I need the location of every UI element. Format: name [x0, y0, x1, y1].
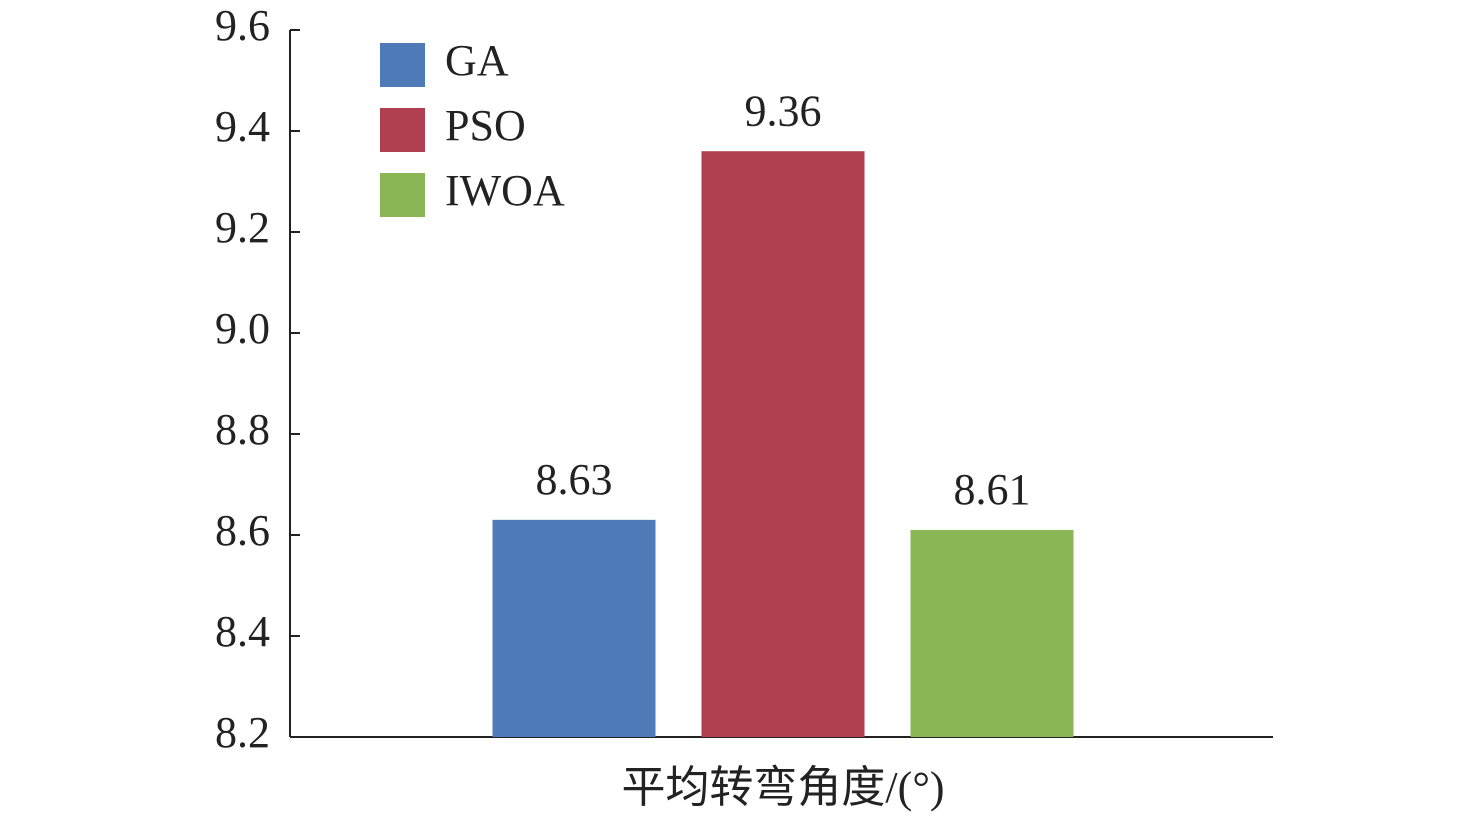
- x-axis-label: 平均转弯角度/(°): [621, 763, 944, 812]
- legend-label: PSO: [445, 101, 526, 150]
- legend-label: IWOA: [445, 166, 565, 215]
- legend-swatch: [380, 108, 425, 152]
- legend-label: GA: [445, 36, 509, 85]
- y-tick-label: 8.6: [215, 506, 270, 555]
- y-tick-label: 8.4: [215, 607, 270, 656]
- legend-swatch: [380, 173, 425, 217]
- bar: [910, 529, 1074, 737]
- value-label: 8.63: [536, 455, 613, 504]
- bar: [701, 151, 865, 737]
- legend-swatch: [380, 43, 425, 87]
- y-tick-label: 9.6: [215, 1, 270, 50]
- y-tick-label: 9.4: [215, 102, 270, 151]
- y-tick-label: 8.8: [215, 405, 270, 454]
- bar: [492, 519, 656, 737]
- value-label: 8.61: [954, 465, 1031, 514]
- y-tick-label: 9.2: [215, 203, 270, 252]
- y-tick-label: 8.2: [215, 708, 270, 757]
- value-label: 9.36: [745, 86, 822, 135]
- y-tick-label: 9.0: [215, 304, 270, 353]
